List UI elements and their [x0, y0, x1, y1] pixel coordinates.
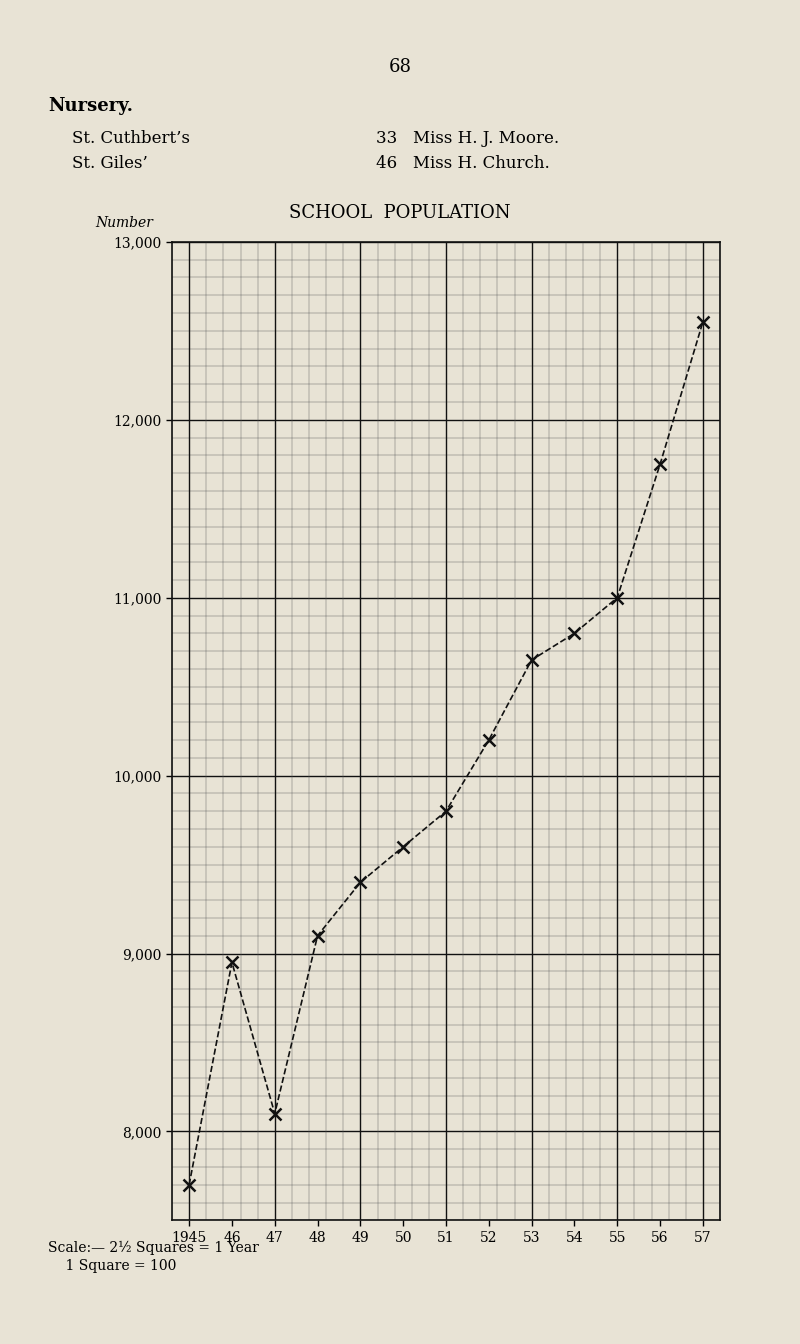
- Text: SCHOOL  POPULATION: SCHOOL POPULATION: [290, 204, 510, 222]
- Text: 1 Square = 100: 1 Square = 100: [48, 1259, 176, 1273]
- Text: St. Cuthbert’s: St. Cuthbert’s: [72, 130, 190, 148]
- Text: Number: Number: [95, 216, 153, 230]
- Text: Nursery.: Nursery.: [48, 97, 133, 114]
- Text: 46   Miss H. Church.: 46 Miss H. Church.: [376, 155, 550, 172]
- Text: 68: 68: [389, 58, 411, 75]
- Text: Scale:— 2½ Squares = 1 Year: Scale:— 2½ Squares = 1 Year: [48, 1241, 259, 1255]
- Text: 33   Miss H. J. Moore.: 33 Miss H. J. Moore.: [376, 130, 559, 148]
- Text: St. Giles’: St. Giles’: [72, 155, 148, 172]
